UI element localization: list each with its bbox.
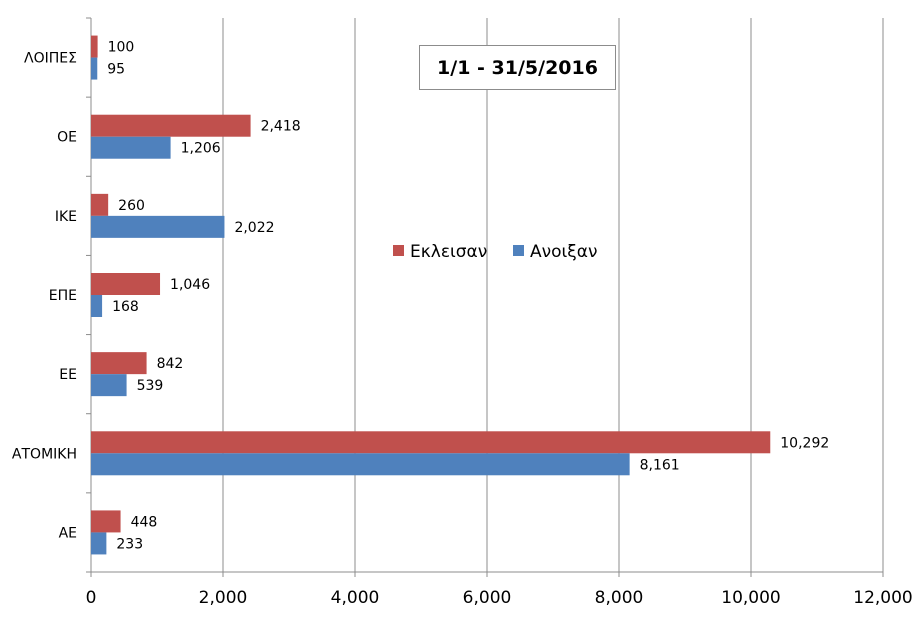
- bar-opened: [91, 532, 107, 555]
- legend-swatch: [393, 245, 404, 256]
- bar-closed: [91, 510, 121, 533]
- bars: [91, 35, 771, 555]
- data-label: 1,046: [170, 277, 210, 293]
- data-label: 1,206: [181, 141, 221, 157]
- data-label: 168: [112, 299, 139, 315]
- data-label: 842: [157, 356, 184, 372]
- legend: Εκλεισαν Ανοιξαν: [393, 242, 597, 262]
- bar-closed: [91, 273, 161, 295]
- x-tick-label: 8,000: [595, 588, 644, 608]
- data-label: 233: [116, 536, 143, 552]
- legend-label: Εκλεισαν: [410, 242, 487, 262]
- chart-title: 1/1 - 31/5/2016: [419, 45, 616, 90]
- data-label: 100: [108, 40, 135, 56]
- bar-closed: [91, 35, 98, 58]
- bar-opened: [91, 295, 103, 317]
- x-tick-label: 4,000: [331, 588, 380, 608]
- bar-opened: [91, 136, 171, 159]
- x-tick-label: 10,000: [721, 588, 780, 608]
- data-label: 539: [137, 378, 164, 394]
- data-label: 448: [131, 514, 158, 530]
- category-label: ΑΕ: [59, 525, 77, 541]
- x-tick-label: 6,000: [463, 588, 512, 608]
- data-label: 2,418: [261, 119, 301, 135]
- bar-opened: [91, 57, 98, 80]
- bar-opened: [91, 374, 127, 397]
- bar-closed: [91, 352, 147, 375]
- gridlines: [86, 17, 884, 577]
- category-label: ΙΚΕ: [55, 209, 77, 225]
- data-label: 8,161: [640, 457, 680, 473]
- bar-opened: [91, 453, 630, 476]
- category-label: ΕΠΕ: [49, 288, 77, 304]
- bar-closed: [91, 193, 109, 216]
- bar-closed: [91, 114, 251, 137]
- data-label: 260: [118, 198, 145, 214]
- bar-opened: [91, 215, 225, 238]
- category-label: ΛΟΙΠΕΣ: [24, 51, 77, 67]
- x-tick-label: 0: [86, 588, 97, 608]
- category-label: ΑΤΟΜΙΚΗ: [12, 446, 77, 462]
- data-label: 2,022: [234, 220, 274, 236]
- category-label: ΕΕ: [59, 367, 77, 383]
- legend-label: Ανοιξαν: [530, 242, 597, 262]
- labels: 0 2,000 4,000 6,000 8,000 10,000 12,000 ΛΟΙΠΕΣ 1…: [12, 40, 913, 608]
- x-tick-label: 12,000: [853, 588, 912, 608]
- data-label: 95: [107, 62, 125, 78]
- x-tick-label: 2,000: [199, 588, 248, 608]
- bar-closed: [91, 431, 771, 454]
- legend-swatch: [513, 245, 524, 256]
- data-label: 10,292: [780, 435, 829, 451]
- category-label: ΟΕ: [57, 130, 77, 146]
